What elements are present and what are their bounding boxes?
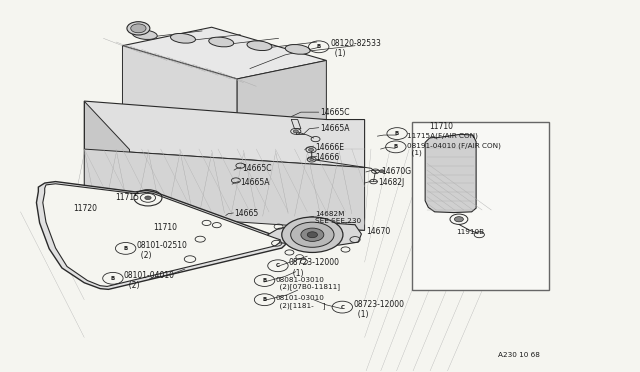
Text: 11710: 11710 [153,223,177,232]
Text: B: B [124,246,128,251]
Text: B: B [395,131,399,136]
Text: 08723-12000
  (1): 08723-12000 (1) [288,258,339,278]
Polygon shape [84,101,365,167]
Text: 08101-04010
  (2): 08101-04010 (2) [124,271,175,290]
Text: 08101-02510
  (2): 08101-02510 (2) [136,241,188,260]
Text: 14665A: 14665A [241,178,270,187]
Circle shape [301,228,324,241]
Text: B: B [262,297,267,302]
Circle shape [282,217,343,253]
Circle shape [308,148,314,151]
Text: 08081-03010
  (2)[07B0-11811]: 08081-03010 (2)[07B0-11811] [275,277,340,291]
Ellipse shape [170,33,195,43]
Polygon shape [237,61,326,142]
Text: 14665: 14665 [235,209,259,218]
Ellipse shape [247,41,272,51]
Text: 14665C: 14665C [320,108,349,118]
Text: B: B [111,276,115,281]
Circle shape [291,222,334,247]
Text: 08723-12000
  (1): 08723-12000 (1) [353,300,404,320]
Text: 08191-04010 (F/AIR CON)
  (1): 08191-04010 (F/AIR CON) (1) [406,142,500,156]
Circle shape [454,217,463,222]
Text: 14670G: 14670G [381,167,412,176]
Text: A230 10 68: A230 10 68 [499,352,540,358]
Polygon shape [268,223,362,245]
Text: B: B [262,278,267,283]
Circle shape [293,130,298,133]
Text: 11715A(F/AIR CON): 11715A(F/AIR CON) [406,132,477,139]
Polygon shape [36,182,287,289]
Text: 11910B: 11910B [456,229,484,235]
Polygon shape [84,149,365,230]
Circle shape [310,158,314,161]
Text: B: B [394,144,398,150]
FancyBboxPatch shape [412,122,549,290]
Text: 14665A: 14665A [320,124,349,133]
Ellipse shape [209,37,234,47]
Circle shape [127,22,150,35]
Circle shape [307,232,317,238]
Text: 14670: 14670 [366,227,390,235]
Text: C: C [340,305,344,310]
Text: B: B [317,44,321,49]
Polygon shape [122,27,326,79]
Circle shape [145,196,151,200]
Text: 14665C: 14665C [243,164,272,173]
Polygon shape [84,101,129,230]
Text: 11715: 11715 [115,193,139,202]
Text: 11720: 11720 [74,203,97,213]
Text: 14666: 14666 [315,153,339,162]
Text: 08120-82533
  (1): 08120-82533 (1) [330,39,381,58]
Polygon shape [425,134,476,212]
Text: 14682J: 14682J [379,178,405,187]
Text: 08101-03010
  (2)[1181-    ]: 08101-03010 (2)[1181- ] [275,295,326,309]
Polygon shape [43,184,280,286]
Text: 14682M
SEE SEE,230: 14682M SEE SEE,230 [315,211,361,224]
Text: 11710: 11710 [429,122,454,131]
Polygon shape [122,46,237,142]
Circle shape [131,24,146,33]
Ellipse shape [285,45,310,54]
Text: 14666E: 14666E [315,143,344,152]
Circle shape [380,170,385,173]
Text: C: C [276,263,280,268]
Ellipse shape [132,30,157,39]
